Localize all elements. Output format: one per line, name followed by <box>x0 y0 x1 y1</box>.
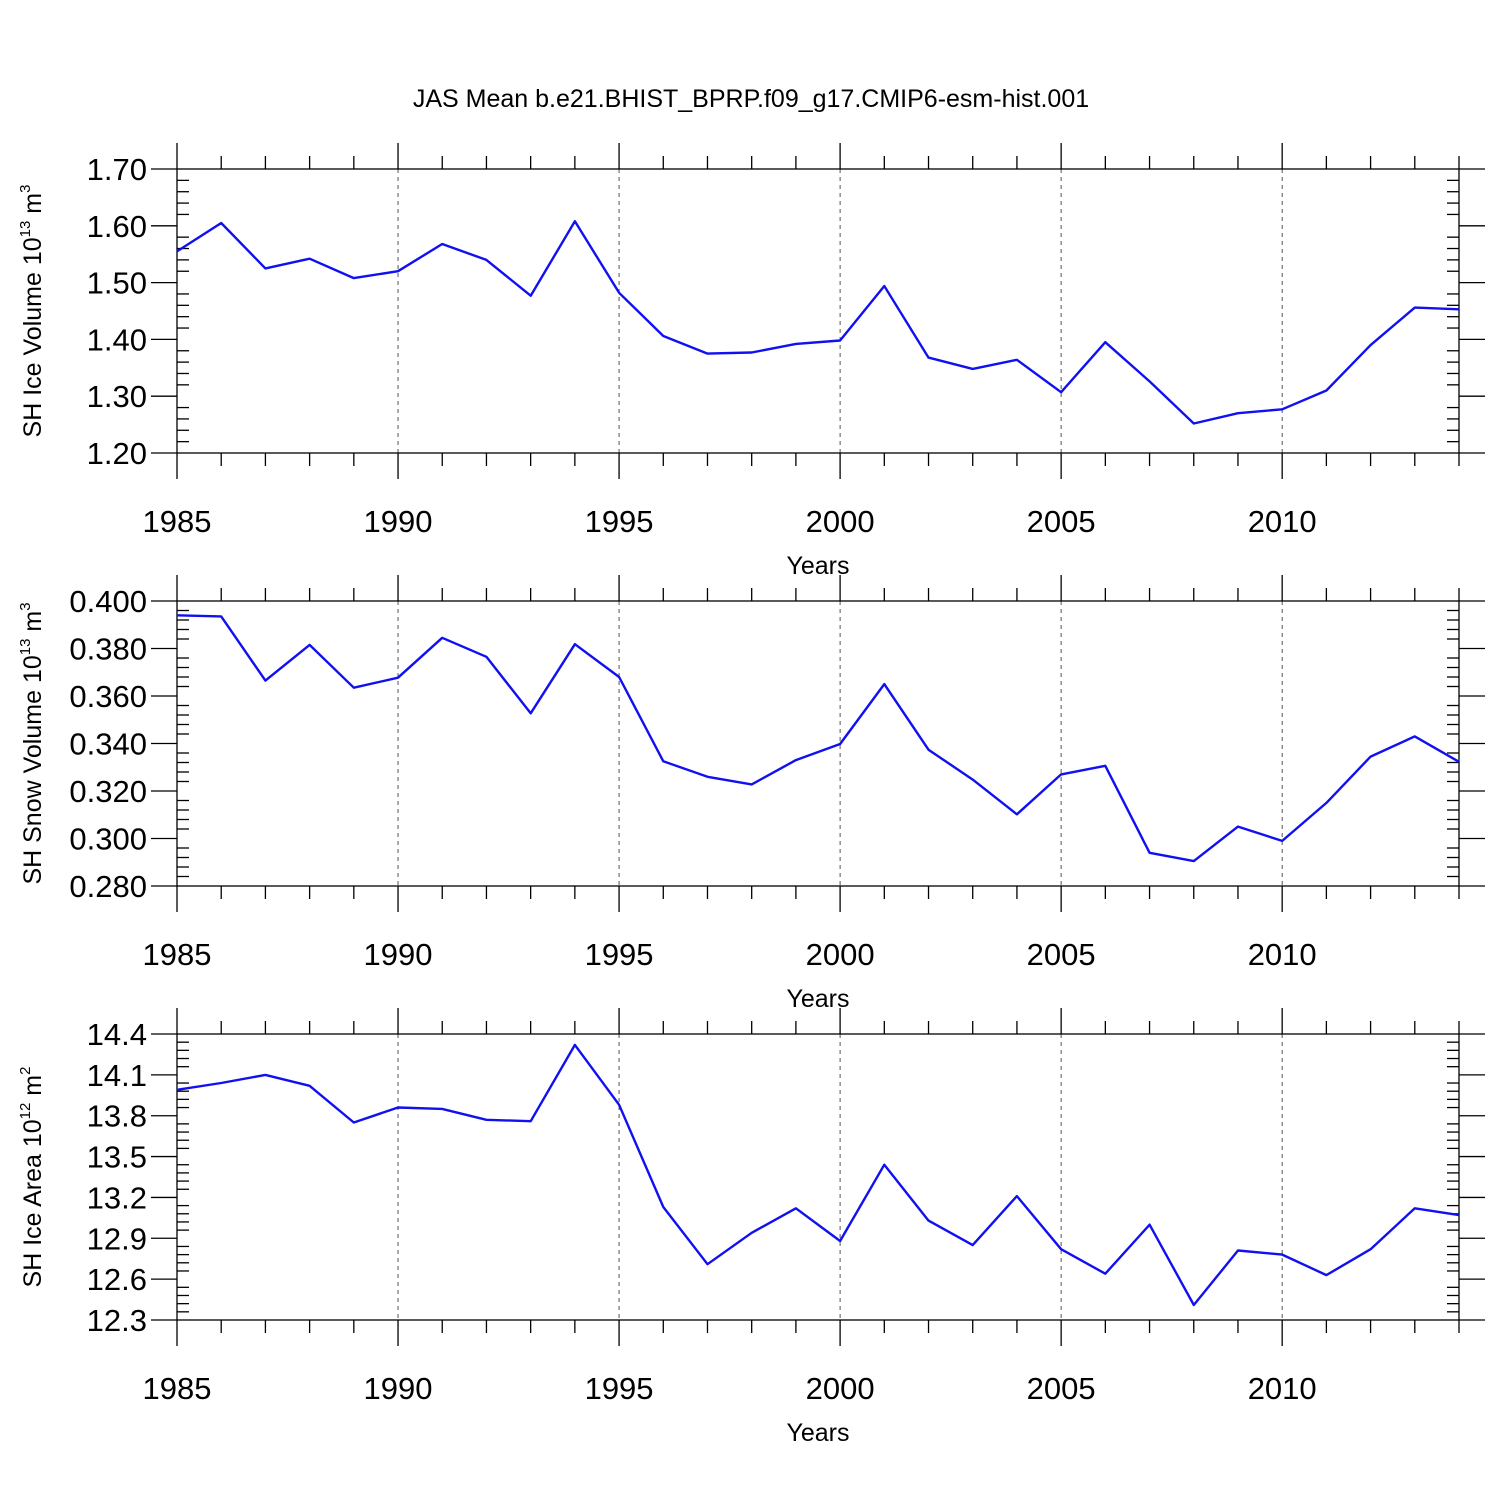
series-line <box>176 614 1460 863</box>
x-tick-label: 1995 <box>585 1371 654 1406</box>
y-tick-label: 1.40 <box>87 322 147 357</box>
y-axis-title: SH Ice Volume 1013 m3 <box>17 185 47 438</box>
y-tick-label: 12.3 <box>87 1303 147 1338</box>
x-tick-label: 2000 <box>806 1371 875 1406</box>
panels: 1.20 1.30 1.40 1.50 1.60 1.70 1985 1990 1995 2000… <box>17 143 1485 1447</box>
series-line <box>176 1043 1460 1307</box>
y-tick-label: 0.360 <box>69 679 147 714</box>
panel-1: 1.20 1.30 1.40 1.50 1.60 1.70 1985 1990 1995 2000… <box>17 143 1485 580</box>
y-axis-title-superscript: 2 <box>17 1067 34 1075</box>
y-tick-label: 0.280 <box>69 869 147 904</box>
y-axis-title-text: m <box>19 1075 47 1103</box>
y-axis-title-superscript: 13 <box>17 221 34 238</box>
x-tick-label: 1990 <box>364 504 433 539</box>
y-tick-label: 12.6 <box>87 1262 147 1297</box>
y-tick-label: 0.380 <box>69 632 147 667</box>
y-tick-label: 1.30 <box>87 379 147 414</box>
y-axis-title-text: m <box>19 193 47 221</box>
y-tick-label: 0.320 <box>69 774 147 809</box>
plot-frame <box>176 168 1460 454</box>
y-tick-label: 12.9 <box>87 1221 147 1256</box>
x-tick-label: 2000 <box>806 937 875 972</box>
y-axis-title: SH Ice Area 1012 m2 <box>17 1067 47 1288</box>
y-tick-label: 13.2 <box>87 1180 147 1215</box>
x-axis-title: Years <box>786 985 849 1013</box>
x-tick-label: 2010 <box>1248 504 1317 539</box>
y-tick-label: 0.400 <box>69 584 147 619</box>
panel-2: 0.280 0.300 0.320 0.340 0.360 0.380 0.400 1985 1… <box>17 575 1485 1013</box>
x-tick-label: 2010 <box>1248 1371 1317 1406</box>
figure-title: JAS Mean b.e21.BHIST_BPRP.f09_g17.CMIP6-… <box>413 85 1089 113</box>
y-axis-title-text: SH Ice Area 10 <box>19 1119 47 1287</box>
x-tick-label: 1990 <box>364 937 433 972</box>
panel-3: 12.3 12.6 12.9 13.2 13.5 13.8 14.1 14.4 1985 1990… <box>17 1008 1485 1447</box>
y-tick-label: 13.8 <box>87 1099 147 1134</box>
x-tick-label: 2005 <box>1027 504 1096 539</box>
y-tick-label: 1.70 <box>87 152 147 187</box>
y-tick-label: 0.300 <box>69 822 147 857</box>
x-tick-label: 1985 <box>143 937 212 972</box>
y-axis-title-text: SH Ice Volume 10 <box>19 237 47 437</box>
y-axis-title-text: m <box>19 611 47 639</box>
x-tick-label: 2005 <box>1027 1371 1096 1406</box>
series-line <box>176 220 1460 425</box>
x-tick-label: 1995 <box>585 504 654 539</box>
x-tick-label: 1985 <box>143 504 212 539</box>
y-tick-label: 1.50 <box>87 266 147 301</box>
y-axis-title-text: SH Snow Volume 10 <box>19 655 47 884</box>
y-axis-title: SH Snow Volume 1013 m3 <box>17 602 47 884</box>
y-tick-label: 1.20 <box>87 436 147 471</box>
plot-frame <box>176 1033 1460 1321</box>
y-tick-label: 0.340 <box>69 727 147 762</box>
x-tick-label: 2010 <box>1248 937 1317 972</box>
x-axis-title: Years <box>786 552 849 580</box>
y-tick-label: 1.60 <box>87 209 147 244</box>
y-axis-title-superscript: 3 <box>17 602 34 610</box>
x-tick-label: 1985 <box>143 1371 212 1406</box>
y-axis-title-superscript: 13 <box>17 639 34 656</box>
x-tick-label: 2000 <box>806 504 875 539</box>
x-axis-title: Years <box>786 1419 849 1447</box>
x-tick-label: 1990 <box>364 1371 433 1406</box>
plot-frame <box>176 600 1460 887</box>
y-tick-label: 14.1 <box>87 1058 147 1093</box>
y-tick-label: 14.4 <box>87 1017 147 1052</box>
x-tick-label: 2005 <box>1027 937 1096 972</box>
y-axis-title-superscript: 12 <box>17 1103 34 1120</box>
x-tick-label: 1995 <box>585 937 654 972</box>
y-tick-label: 13.5 <box>87 1140 147 1175</box>
y-axis-title-superscript: 3 <box>17 185 34 193</box>
